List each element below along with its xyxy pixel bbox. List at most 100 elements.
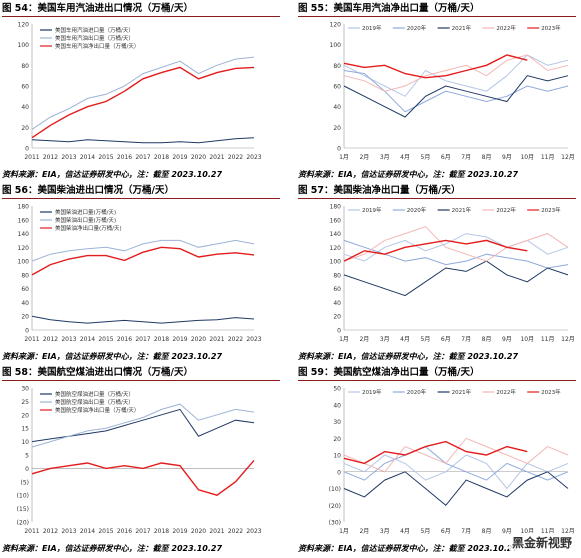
x-tick-label: 2022: [228, 528, 243, 535]
y-tick-label: (5): [21, 479, 30, 486]
chart-55: 0 20 40 60 80 100 120 1月 2月 3月 4月 5月 6月 7月 8月 9月 10月 11月 1…: [330, 22, 575, 162]
y-tick-label: 60: [21, 286, 29, 293]
chart-58: (20) (15) (10) (5) 0 5 10 15 20 25 30 2011 2012 2013 2…: [17, 386, 262, 536]
y-tick-label: 30: [333, 419, 341, 426]
series-line-4: [343, 440, 528, 465]
legend-label: 2022年: [496, 388, 516, 396]
y-tick-label: 80: [21, 63, 29, 70]
panel-header: [298, 2, 576, 17]
series-line-2: [343, 260, 569, 297]
x-tick-label: 8月: [482, 336, 492, 343]
x-tick-label: 1月: [339, 154, 349, 161]
x-tick-label: 7月: [461, 336, 471, 343]
x-tick-label: 2018: [154, 336, 169, 343]
y-tick-label: 40: [333, 104, 341, 111]
x-tick-label: 2017: [135, 154, 150, 161]
x-tick-label: 2013: [61, 154, 76, 161]
x-tick-label: 10月: [520, 528, 534, 535]
legend-label: 美国柴油进口量(万桶/天): [55, 208, 116, 216]
x-tick-label: 2019: [172, 154, 187, 161]
x-tick-label: 2012: [43, 154, 58, 161]
y-tick-label: 25: [21, 399, 29, 406]
x-tick-label: 2013: [61, 336, 76, 343]
x-tick-label: 2015: [98, 528, 113, 535]
y-tick-label: (10): [329, 486, 341, 493]
x-tick-label: 1月: [339, 336, 349, 343]
legend-label: 美国柴油出口量(万桶/天): [55, 216, 116, 224]
x-tick-label: 2月: [359, 336, 369, 343]
chart-59: (30) (20) (10) 0 10 20 30 40 50 1月 2月 3月 4月 5月 6月 7月 8月 9…: [329, 386, 575, 536]
legend-label: 2019年: [362, 388, 382, 396]
x-tick-label: 6月: [441, 336, 451, 343]
x-tick-label: 2月: [359, 528, 369, 535]
x-tick-label: 6月: [441, 528, 451, 535]
series-line-1: [343, 70, 569, 113]
series-line-1: [343, 239, 569, 269]
series-line-4: [343, 239, 528, 262]
y-tick-label: 140: [18, 231, 30, 238]
x-tick-label: 2021: [209, 528, 224, 535]
x-tick-label: 6月: [441, 154, 451, 161]
panel-header: [2, 2, 280, 17]
y-tick-label: 80: [21, 272, 29, 279]
y-tick-label: 180: [330, 204, 342, 211]
y-tick-label: 5: [25, 453, 29, 460]
y-tick-label: 60: [333, 286, 341, 293]
y-tick-label: 15: [21, 426, 29, 433]
source-note: 资料来源：EIA，信达证券研发中心，注：截至 2023.10.27: [2, 352, 223, 361]
source-note: 资料来源：EIA，信达证券研发中心，注：截至 2023.10.27: [2, 170, 223, 179]
y-tick-label: 40: [333, 300, 341, 307]
x-tick-label: 2022: [228, 154, 243, 161]
x-tick-label: 4月: [400, 528, 410, 535]
series-line-1: [31, 56, 255, 130]
y-tick-label: 0: [337, 328, 341, 335]
panel-59: 图 59：美国航空煤油净出口量（万桶/天） (30) (20) (10) 0 10 20 3…: [298, 366, 576, 554]
panel-header: [298, 184, 576, 199]
y-tick-label: 100: [330, 259, 342, 266]
x-tick-label: 10月: [520, 154, 534, 161]
y-tick-label: (20): [17, 520, 29, 527]
series-line-4: [343, 54, 528, 79]
panel-title: 图 57：美国柴油净出口量（万桶/天）: [298, 185, 461, 196]
y-tick-label: 100: [330, 42, 342, 49]
x-tick-label: 5月: [421, 528, 431, 535]
x-tick-label: 2021: [209, 154, 224, 161]
y-tick-label: 20: [333, 436, 341, 443]
x-tick-label: 2014: [80, 154, 95, 161]
series-line-1: [31, 239, 255, 262]
y-tick-label: 80: [333, 63, 341, 70]
series-line-0: [31, 315, 255, 324]
y-tick-label: 0: [25, 328, 29, 335]
y-tick-label: (10): [17, 493, 29, 500]
y-tick-label: 0: [337, 146, 341, 153]
x-tick-label: 2017: [135, 336, 150, 343]
source-note: 资料来源：EIA，信达证券研发中心，注：截至 2023.10.27: [298, 170, 519, 179]
panel-title: 图 54：美国车用汽油进出口情况（万桶/天）: [2, 3, 193, 14]
y-tick-label: 100: [18, 259, 30, 266]
legend-label: 2020年: [407, 24, 427, 32]
chart-57: 0 20 40 60 80 100 120 140 160 180 1月 2月 3月 4月 5月 6月 7月 8月…: [330, 204, 575, 344]
legend-label: 2020年: [407, 388, 427, 396]
legend-label: 2021年: [452, 388, 472, 396]
panel-header: [298, 366, 576, 381]
legend-label: 美国车用汽油出口量（万桶/天）: [55, 34, 134, 42]
x-tick-label: 2016: [117, 154, 132, 161]
y-tick-label: 140: [330, 231, 342, 238]
panel-58: 图 58：美国航空煤油进出口情况（万桶/天） (20) (15) (10) (5) 0 5…: [2, 366, 280, 554]
x-tick-label: 5月: [421, 336, 431, 343]
x-tick-label: 2023: [246, 336, 261, 343]
x-tick-label: 7月: [461, 528, 471, 535]
x-tick-label: 2012: [43, 528, 58, 535]
x-tick-label: 2011: [24, 528, 39, 535]
x-tick-label: 2020: [191, 528, 206, 535]
x-tick-label: 11月: [541, 336, 555, 343]
x-tick-label: 2019: [172, 336, 187, 343]
legend-label: 2023年: [541, 206, 561, 214]
x-tick-label: 2015: [98, 154, 113, 161]
x-tick-label: 11月: [541, 528, 555, 535]
legend-label: 2020年: [407, 206, 427, 214]
legend-label: 2019年: [362, 206, 382, 214]
y-tick-label: 0: [25, 146, 29, 153]
x-tick-label: 4月: [400, 336, 410, 343]
y-tick-label: 20: [333, 314, 341, 321]
